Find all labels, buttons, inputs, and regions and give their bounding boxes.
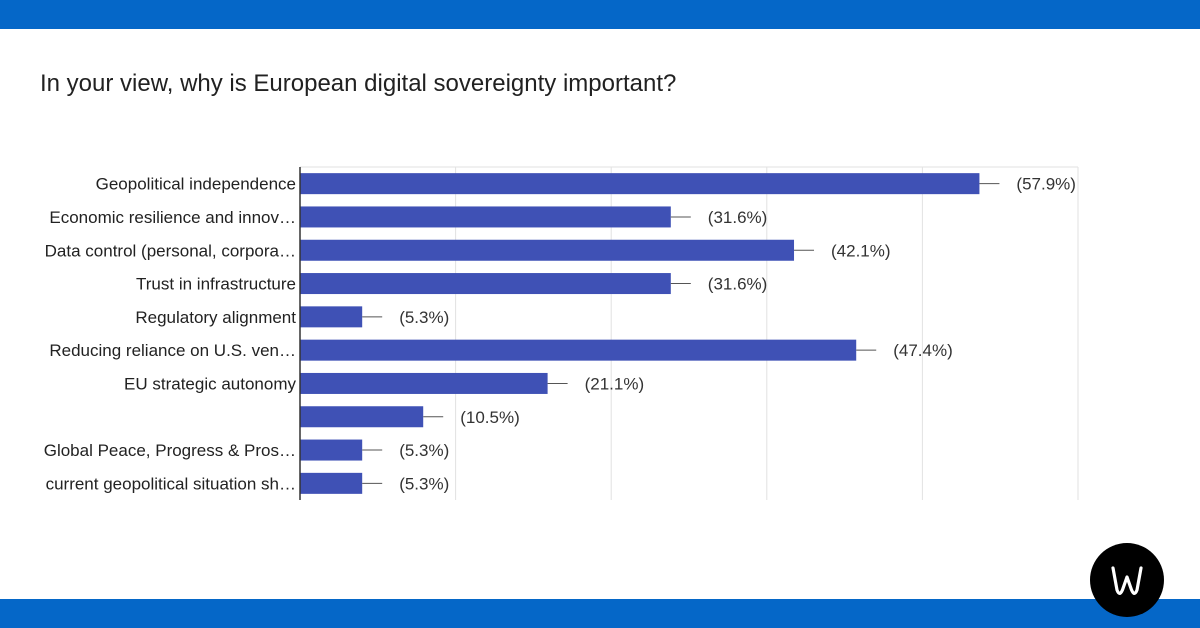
bar	[300, 273, 671, 295]
bar	[300, 372, 548, 394]
category-label: EU strategic autonomy	[124, 374, 296, 393]
category-label: Economic resilience and innov…	[49, 208, 296, 227]
category-label: current geopolitical situation sh…	[46, 474, 296, 493]
value-label: (5.3%)	[399, 474, 449, 493]
value-label: (31.6%)	[708, 275, 768, 294]
bar	[300, 339, 857, 361]
category-label: Reducing reliance on U.S. ven…	[49, 341, 296, 360]
bottom-band	[0, 599, 1200, 628]
bar	[300, 173, 980, 195]
value-label: (47.4%)	[893, 341, 953, 360]
bar	[300, 406, 424, 428]
value-label: (57.9%)	[1016, 175, 1076, 194]
value-label: (42.1%)	[831, 241, 891, 260]
value-label: (5.3%)	[399, 308, 449, 327]
category-label: Global Peace, Progress & Pros…	[44, 441, 296, 460]
bar	[300, 306, 363, 328]
bar	[300, 206, 671, 228]
value-label: (5.3%)	[399, 441, 449, 460]
value-label: (31.6%)	[708, 208, 768, 227]
bar	[300, 239, 795, 261]
question-title: In your view, why is European digital so…	[40, 70, 677, 97]
category-label: Geopolitical independence	[96, 175, 296, 194]
wordpress-w-logo-icon[interactable]	[1090, 543, 1164, 617]
category-label: Trust in infrastructure	[136, 275, 296, 294]
category-label: Regulatory alignment	[135, 308, 296, 327]
value-label: (21.1%)	[585, 374, 645, 393]
value-label: (10.5%)	[460, 408, 520, 427]
bar	[300, 472, 363, 494]
top-band	[0, 0, 1200, 29]
bar	[300, 439, 363, 461]
bar-chart: Geopolitical independence (57.9%) Economic…	[44, 166, 1079, 500]
category-label: Data control (personal, corpora…	[45, 241, 296, 260]
